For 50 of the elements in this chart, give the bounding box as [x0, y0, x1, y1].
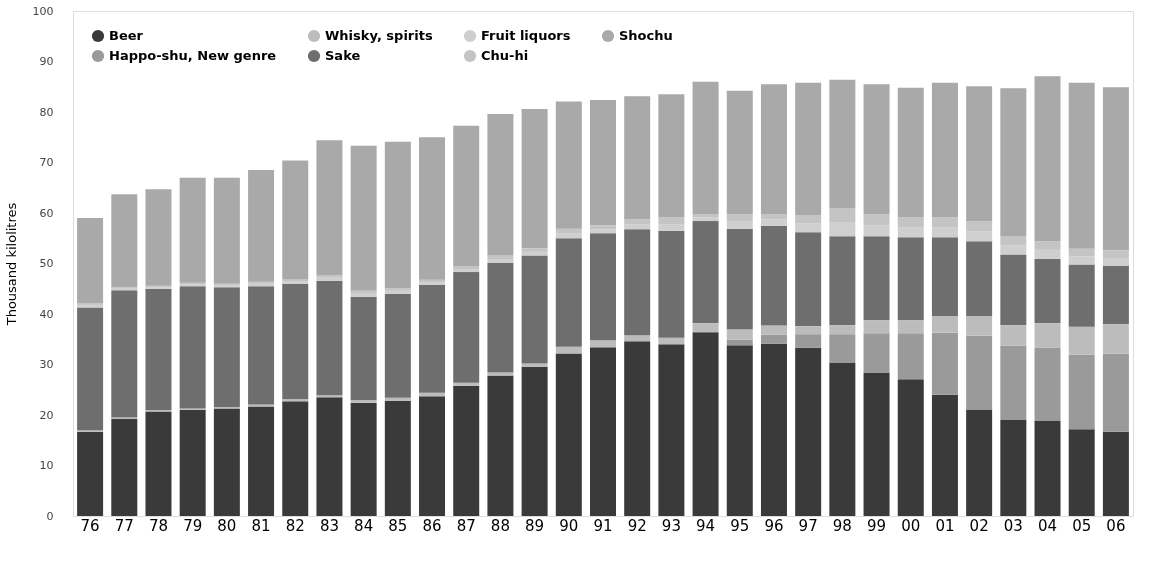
x-tick-label: 82 [285, 516, 305, 535]
x-tick-label: 83 [319, 516, 339, 535]
x-tick-label: 88 [490, 516, 510, 535]
y-tick-label: 60 [39, 206, 54, 220]
y-tick-label: 100 [32, 4, 54, 18]
x-tick-label: 92 [627, 516, 647, 535]
x-tick-label: 85 [388, 516, 408, 535]
x-tick-label: 96 [764, 516, 784, 535]
y-tick-label: 0 [46, 509, 54, 523]
x-tick-label: 94 [696, 516, 716, 535]
x-tick-label: 78 [148, 516, 169, 535]
x-tick-label: 89 [525, 516, 545, 535]
x-tick-label: 81 [251, 516, 271, 535]
y-tick-label: 80 [39, 105, 54, 119]
x-tick-label: 04 [1037, 516, 1058, 535]
y-tick-label: 90 [39, 55, 54, 68]
y-tick-label: 40 [39, 307, 54, 321]
legend-label: Beer [109, 28, 144, 43]
legend-label: Shochu [619, 28, 673, 43]
legend-label: Chu-hi [481, 48, 529, 63]
x-tick-label: 84 [354, 516, 374, 535]
x-tick-label: 91 [593, 516, 613, 535]
x-tick-label: 06 [1106, 516, 1126, 535]
x-tick-label: 76 [80, 516, 100, 535]
x-tick-label: 97 [798, 516, 818, 535]
legend-label: Whisky, spirits [325, 28, 433, 43]
x-tick-label: 90 [559, 516, 579, 535]
legend-label: Happo-shu, New genre [109, 48, 277, 63]
legend-label: Fruit liquors [481, 28, 571, 43]
y-tick-label: 20 [39, 408, 54, 422]
x-tick-label: 86 [422, 516, 442, 535]
x-tick-label: 01 [935, 516, 955, 535]
y-axis-title: Thousand kilolitres [3, 202, 19, 327]
x-tick-label: 80 [217, 516, 237, 535]
x-tick-label: 79 [183, 516, 203, 535]
x-tick-label: 77 [114, 516, 134, 535]
x-tick-label: 99 [867, 516, 887, 535]
x-tick-label: 98 [832, 516, 852, 535]
y-tick-label: 70 [39, 156, 54, 169]
x-tick-label: 05 [1072, 516, 1092, 535]
legend-label: Sake [325, 48, 361, 63]
x-tick-label: 95 [730, 516, 750, 535]
x-tick-label: 87 [456, 516, 476, 535]
y-tick-label: 50 [39, 257, 54, 270]
x-tick-label: 03 [1003, 516, 1023, 535]
y-tick-label: 30 [39, 358, 54, 371]
x-tick-label: 00 [901, 516, 921, 535]
x-tick-label: 93 [661, 516, 681, 535]
y-tick-label: 10 [39, 459, 54, 472]
x-tick-label: 02 [969, 516, 989, 535]
